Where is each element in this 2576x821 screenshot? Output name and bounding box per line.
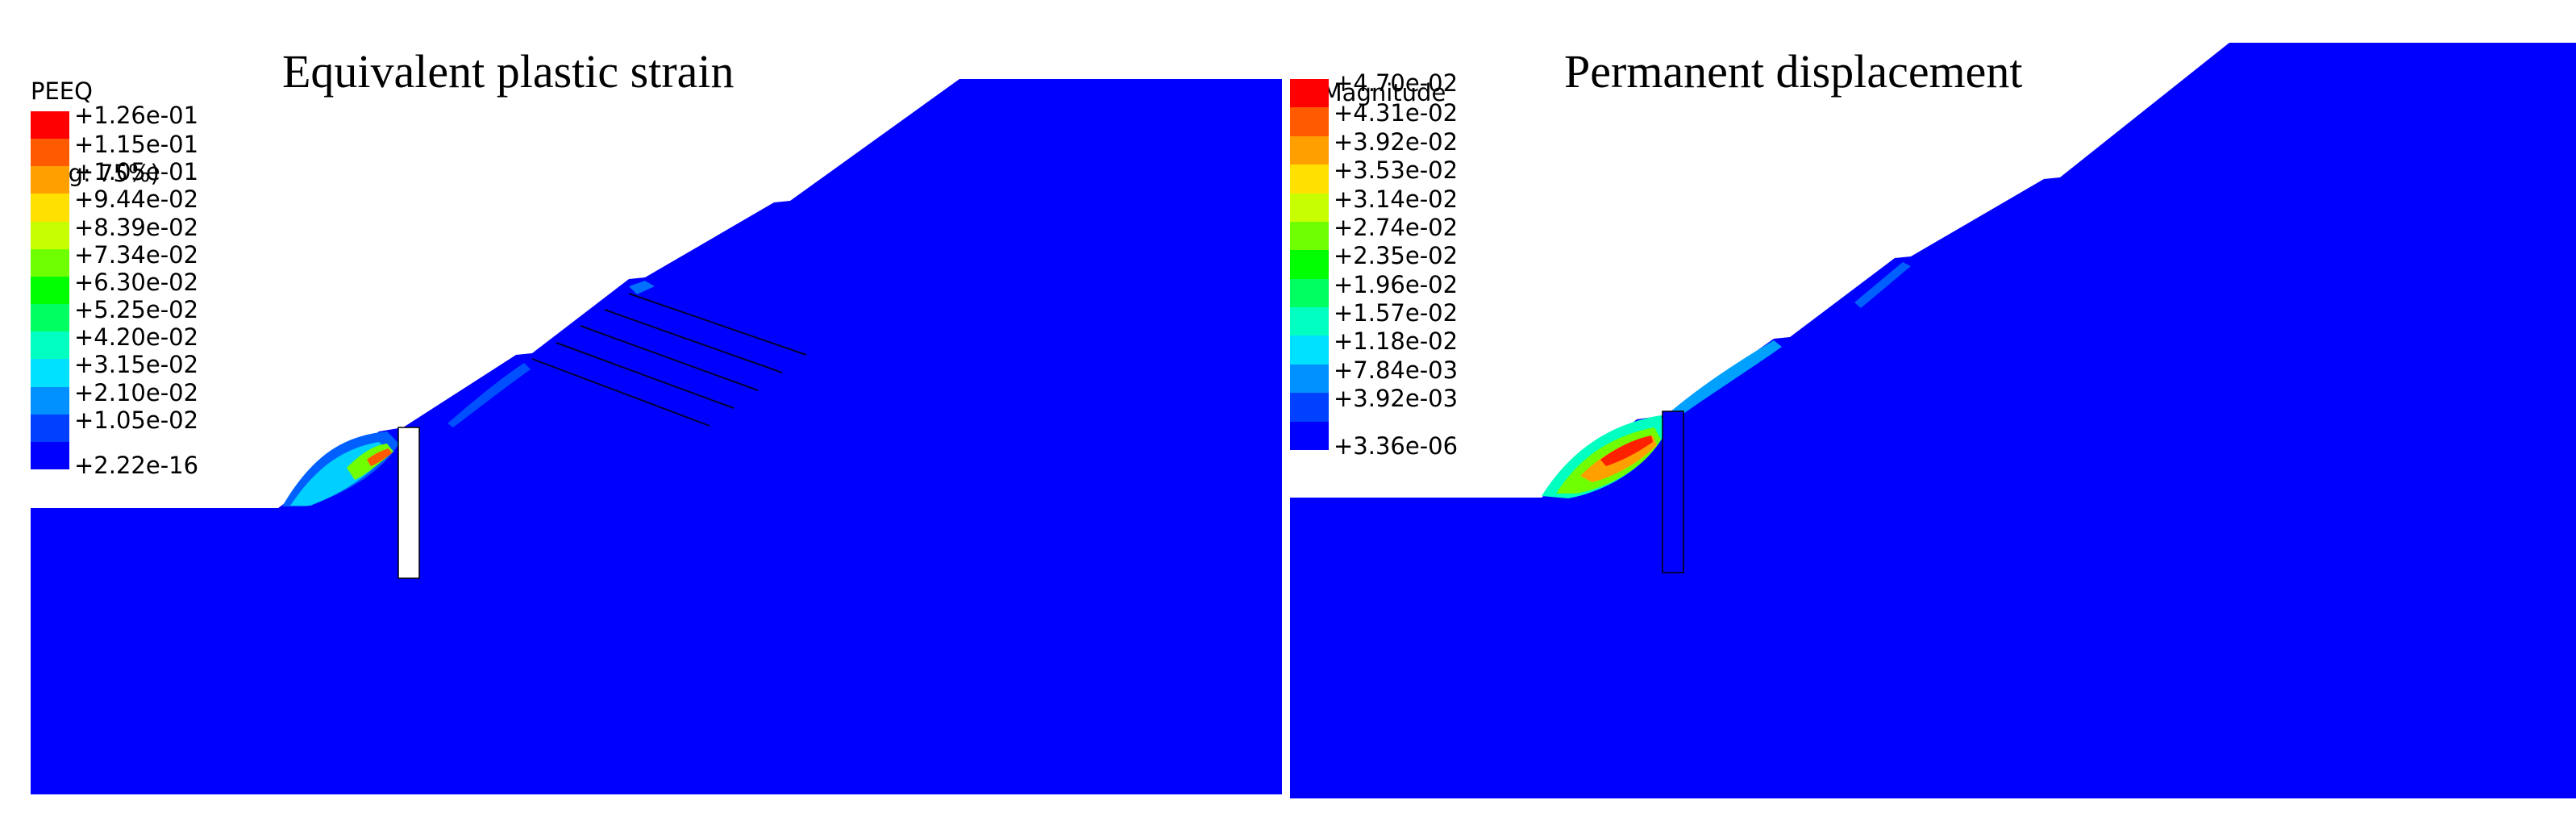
legend-swatch: [31, 414, 69, 443]
legend-swatch: [1290, 278, 1329, 308]
peeq-panel: PEEQ (Avg: 75%) +1.26e-01 +1.15e-01 +1.05e…: [0, 0, 1286, 821]
legend-value-label: +8.39e-02: [74, 213, 199, 241]
legend-value-label: +1.15e-01: [74, 131, 199, 159]
legend-value-label: +2.22e-16: [74, 452, 199, 479]
legend-value-label: +1.18e-02: [1334, 327, 1459, 356]
anchor-cables: [531, 293, 807, 427]
legend-value-label: +4.20e-02: [74, 323, 199, 352]
legend-swatch: [31, 359, 69, 388]
legend-value-label: +3.36e-06: [1334, 432, 1459, 460]
slope-body: [31, 79, 1282, 794]
legend-swatch: [1290, 250, 1329, 280]
slip-zone-bench-3: [1854, 262, 1911, 308]
legend-swatch: [31, 166, 69, 194]
legend-value-label: +1.05e-02: [74, 406, 199, 434]
legend-value-label: +1.57e-02: [1334, 299, 1459, 327]
legend-value-label: +7.34e-02: [74, 240, 199, 269]
legend-swatch: [31, 276, 69, 305]
legend-value-label: +5.25e-02: [74, 296, 199, 324]
panel-divider: [1286, 0, 1289, 821]
slip-zone-bench-2: [1669, 340, 1782, 419]
displacement-panel: U, Magnitude +4.70e-02 +4.31e-02 +3.92e-02…: [1290, 0, 2576, 821]
slope-body: [1290, 43, 2576, 798]
legend-swatch: [1290, 221, 1329, 251]
legend-swatch: [31, 221, 69, 250]
legend-swatch: [31, 111, 69, 140]
legend-value-label: +3.53e-02: [1334, 156, 1459, 185]
legend-swatch: [1290, 335, 1329, 365]
stabilizing-pile: [1662, 410, 1684, 573]
legend-value-label: +3.92e-03: [1334, 385, 1459, 413]
legend-swatch: [31, 304, 69, 332]
legend-value-label: +3.14e-02: [1334, 185, 1459, 213]
legend-value-label: +6.30e-02: [74, 268, 199, 296]
slip-zone-peak: [1600, 436, 1653, 466]
slip-zone-peak: [367, 448, 392, 466]
legend-value-label: +1.96e-02: [1334, 270, 1459, 298]
legend-swatch: [1290, 393, 1329, 423]
legend-value-label: +1.26e-01: [74, 102, 199, 129]
legend-value-label: +9.44e-02: [74, 185, 199, 214]
legend-value-label: +7.84e-03: [1334, 356, 1459, 384]
legend-value-label: +2.35e-02: [1334, 242, 1459, 270]
legend-value-label: +2.10e-02: [74, 378, 199, 406]
legend-swatch: [1290, 107, 1329, 137]
stabilizing-pile: [397, 427, 420, 579]
color-legend-bar: +1.26e-01 +1.15e-01 +1.05e-01 +9.44e-02 +8.3…: [31, 103, 198, 477]
legend-swatch: [1290, 79, 1329, 108]
legend-value-label: +1.05e-01: [74, 158, 199, 186]
legend-value-label: +4.31e-02: [1334, 99, 1459, 127]
legend-swatch: [1290, 135, 1329, 165]
legend-swatch: [31, 441, 69, 470]
displacement-contour-plot: [1290, 43, 2576, 798]
legend-swatch: [31, 194, 69, 223]
legend-value-label: +4.70e-02: [1334, 69, 1459, 97]
slip-zone-bench-2: [447, 363, 531, 427]
legend-swatch: [31, 331, 69, 360]
legend-swatch: [31, 139, 69, 167]
legend-swatch: [1290, 421, 1329, 451]
panel-title: Equivalent plastic strain: [282, 45, 735, 98]
legend-swatch: [1290, 307, 1329, 336]
legend-value-label: +2.74e-02: [1334, 213, 1459, 241]
legend-swatch: [31, 386, 69, 415]
panel-title: Permanent displacement: [1564, 45, 2023, 98]
legend-swatch: [1290, 364, 1329, 394]
color-legend-bar: +4.70e-02 +4.31e-02 +3.92e-02 +3.53e-02 +3.1…: [1290, 71, 1458, 458]
legend-swatch: [1290, 193, 1329, 223]
legend-swatch: [31, 248, 69, 277]
legend-value-label: +3.92e-02: [1334, 127, 1459, 156]
slip-zone-bench-3: [629, 281, 655, 294]
legend-swatch: [1290, 165, 1329, 194]
legend-value-label: +3.15e-02: [74, 351, 199, 379]
peeq-contour-plot: [31, 79, 1282, 794]
